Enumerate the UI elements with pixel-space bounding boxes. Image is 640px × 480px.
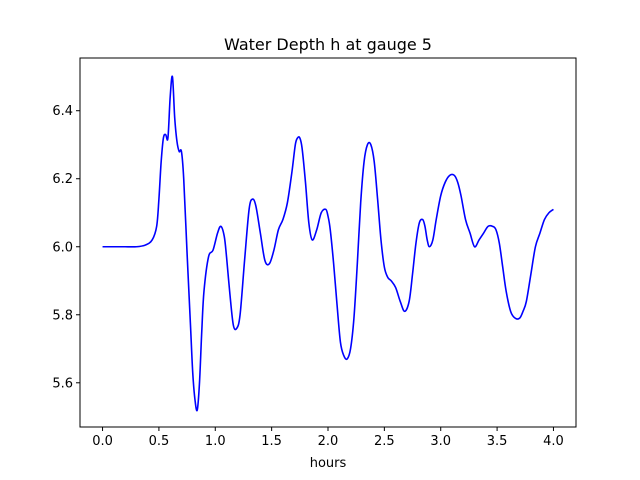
x-tick-label: 2.5 [374, 434, 395, 449]
x-tick-label: 1.5 [261, 434, 282, 449]
y-tick-label: 6.0 [52, 240, 73, 255]
x-tick-label: 0.0 [92, 434, 113, 449]
x-tick-label: 1.0 [205, 434, 226, 449]
x-tick-label: 3.0 [430, 434, 451, 449]
axes-frame [79, 57, 577, 428]
x-tick-label: 3.5 [487, 434, 508, 449]
y-tick-label: 5.8 [52, 308, 73, 323]
y-tick-label: 6.4 [52, 104, 73, 119]
y-tick-label: 6.2 [52, 172, 73, 187]
axis-ticks: 0.0 0.5 1.0 1.5 2.0 2.5 3.0 3.5 4.0 5.6 5.8 6.0 6.2 6… [52, 104, 563, 449]
y-tick-label: 5.6 [52, 376, 73, 391]
x-axis-label: hours [310, 456, 347, 471]
plot-area [102, 75, 554, 412]
x-tick-label: 2.0 [318, 434, 339, 449]
x-tick-label: 0.5 [149, 434, 170, 449]
x-tick-label: 4.0 [543, 434, 564, 449]
series-line-0 [102, 75, 554, 412]
chart-title: Water Depth h at gauge 5 [224, 35, 432, 54]
